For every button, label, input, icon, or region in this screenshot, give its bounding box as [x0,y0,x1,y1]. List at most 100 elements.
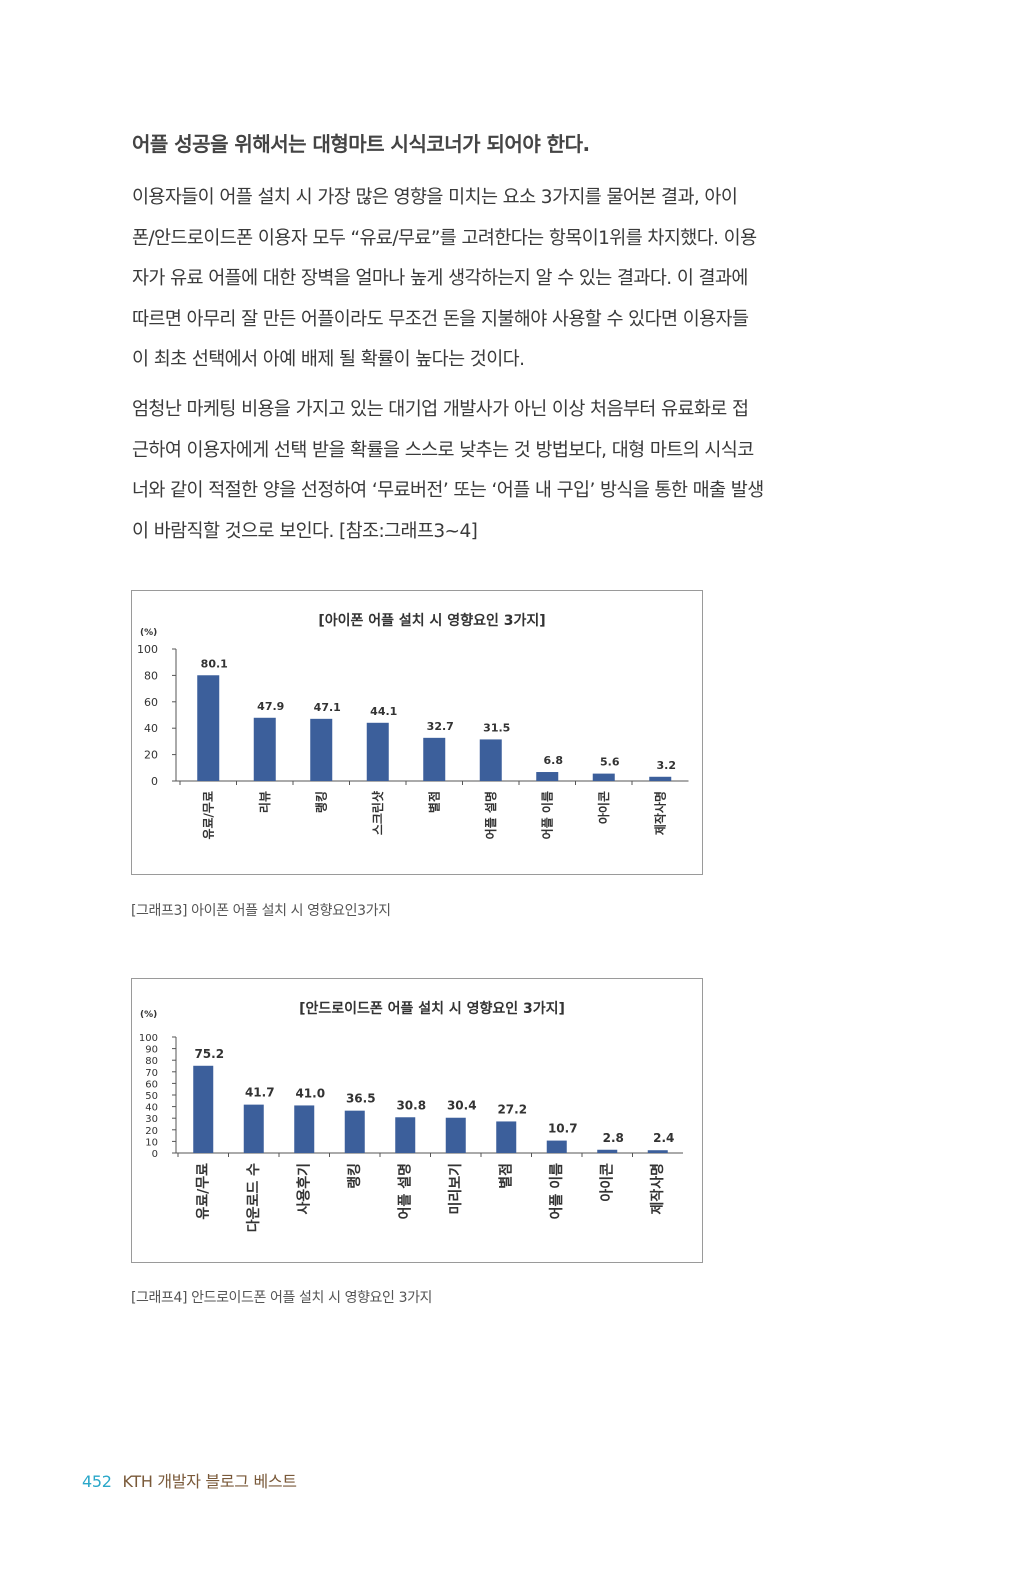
bar [546,1140,567,1153]
bar-value-label: 41.7 [245,1086,275,1100]
bar-value-label: 2.8 [603,1131,624,1145]
chart-title: [안드로이드폰 어플 설치 시 영향요인 3가지] [299,1000,565,1017]
bar [479,739,502,781]
paragraph-line: 엄청난 마케팅 비용을 가지고 있는 대기업 개발사가 아닌 이상 처음부터 유… [132,399,749,420]
y-tick-label: 20 [145,1126,158,1137]
bar [253,717,276,781]
y-tick-label: 60 [145,1079,158,1090]
y-tick-label: 60 [144,696,158,709]
bar [649,776,672,781]
iphone-chart-svg: [아이폰 어플 설치 시 영향요인 3가지] (%) 0 20 40 60 80 100 80.… [137,612,689,840]
y-tick-label: 90 [145,1045,158,1056]
y-axis-unit-label: (%) [140,1010,157,1020]
bar [243,1104,264,1153]
bar [310,718,333,781]
category-label: 다운로드 수 [246,1163,262,1232]
bar-value-label: 30.4 [447,1099,477,1113]
category-label: 제작사명 [649,1163,666,1215]
category-label: 아이콘 [598,1163,615,1202]
category-label: 어플 설명 [396,1163,413,1219]
bar-value-label: 27.2 [497,1102,527,1116]
bar [496,1121,517,1153]
bar [592,773,615,781]
category-label: 아이콘 [596,791,611,824]
paragraph-line: 따르면 아무리 잘 만든 어플이라도 무조건 돈을 지불해야 사용할 수 있다면… [132,308,749,330]
bar-value-label: 10.7 [548,1122,578,1136]
category-label: 스크린샷 [370,791,385,835]
bar-value-label: 3.2 [657,759,677,772]
bar-value-label: 30.8 [396,1098,426,1112]
bar [647,1150,668,1153]
category-label: 어플 설명 [483,791,498,839]
category-label: 별점 [426,791,441,813]
bar [344,1110,365,1153]
paragraph-2: 엄청난 마케팅 비용을 가지고 있는 대기업 개발사가 아닌 이상 처음부터 유… [132,390,872,552]
paragraph-line: 이 최초 선택에서 아예 배제 될 확률이 높다는 것이다. [132,349,525,370]
y-tick-label: 80 [144,669,158,682]
bar [193,1065,214,1153]
bar-value-label: 47.9 [257,700,284,713]
android-chart-svg: [안드로이드폰 어플 설치 시 영향요인 3가지] (%) 010203040506… [139,1000,683,1232]
y-tick-label: 40 [145,1103,158,1114]
bar-value-label: 47.1 [314,701,341,714]
y-axis-unit-label: (%) [140,628,157,638]
bar [597,1149,618,1153]
y-tick-label: 30 [145,1114,158,1125]
paragraph-line: 근하여 이용자에게 선택 받을 확률을 스스로 낮추는 것 방법보다, 대형 마… [132,439,754,461]
y-tick-label: 40 [144,722,158,735]
y-tick-label: 0 [151,775,158,788]
bar-value-label: 75.2 [194,1047,224,1061]
book-title: KTH 개발자 블로그 베스트 [122,1472,297,1491]
y-tick-label: 50 [145,1091,158,1102]
paragraph-line: 이용자들이 어플 설치 시 가장 많은 영향을 미치는 요소 3가지를 물어본 … [132,187,738,208]
bar-value-label: 41.0 [295,1086,325,1100]
bar-value-label: 2.4 [653,1131,674,1145]
category-label: 사용후기 [296,1163,312,1215]
page-footer: 452 KTH 개발자 블로그 베스트 [82,1468,297,1492]
y-tick-label: 0 [152,1149,158,1160]
bar [197,675,220,781]
paragraph-line: 폰/안드로이드폰 이용자 모두 “유료/무료”를 고려한다는 항목이1위를 차지… [132,227,757,249]
section-heading: 어플 성공을 위해서는 대형마트 시식코너가 되어야 한다. [132,132,590,156]
bar-value-label: 32.7 [427,720,454,733]
category-label: 랭킹 [346,1163,363,1189]
category-label: 어플 이름 [548,1163,565,1220]
paragraph-1: 이용자들이 어플 설치 시 가장 많은 영향을 미치는 요소 3가지를 물어본 … [132,178,872,381]
paragraph-line: 너와 같이 적절한 양을 선정하여 ‘무료버전’ 또는 ‘어플 내 구입’ 방식… [132,480,764,501]
bar [536,772,559,781]
chart-caption-2: [그래프4] 안드로이드폰 어플 설치 시 영향요인 3가지 [131,1290,433,1306]
bar-value-label: 31.5 [483,721,510,734]
y-tick-label: 100 [139,1033,158,1044]
y-tick-label: 80 [145,1056,158,1067]
bar [445,1117,466,1153]
category-label: 제작사명 [652,791,667,835]
android-chart: [안드로이드폰 어플 설치 시 영향요인 3가지] (%) 0 10 20 30 40 50 6… [131,978,703,1263]
page-number: 452 [82,1472,112,1491]
bar [366,722,389,781]
y-tick-label: 20 [144,749,158,762]
chart-caption-1: [그래프3] 아이폰 어플 설치 시 영향요인3가지 [131,903,391,919]
category-label: 미리보기 [448,1163,464,1215]
bar-value-label: 36.5 [346,1092,376,1106]
paragraph-line: 자가 유료 어플에 대한 장벽을 얼마나 높게 생각하는지 알 수 있는 결과다… [132,268,748,289]
category-label: 어플 이름 [539,791,554,839]
bar-value-label: 5.6 [600,756,620,769]
category-label: 유료/무료 [195,1163,211,1220]
bar [294,1105,315,1153]
category-label: 리뷰 [257,791,272,813]
bar [423,737,446,781]
category-label: 랭킹 [313,791,328,813]
bar-value-label: 44.1 [370,705,397,718]
y-tick-label: 10 [145,1137,158,1148]
iphone-chart: [아이폰 어플 설치 시 영향요인 3가지] (%) 0 20 40 60 80 100 80.… [131,590,703,875]
chart-title: [아이폰 어플 설치 시 영향요인 3가지] [318,612,545,629]
bar-value-label: 6.8 [544,754,564,767]
category-label: 별점 [497,1163,514,1189]
y-tick-label: 70 [145,1068,158,1079]
bar-value-label: 80.1 [201,657,228,670]
category-label: 유료/무료 [201,791,215,840]
y-tick-label: 100 [137,643,158,656]
paragraph-line: 이 바람직할 것으로 보인다. [참조:그래프3~4] [132,520,478,542]
bar [395,1117,416,1153]
